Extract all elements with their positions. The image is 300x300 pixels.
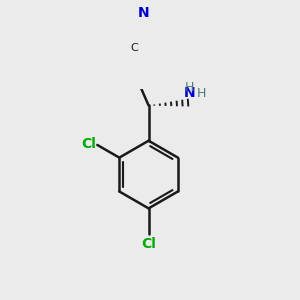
Text: H: H (185, 80, 194, 94)
Text: N: N (138, 6, 149, 20)
Text: Cl: Cl (141, 237, 156, 250)
Text: Cl: Cl (81, 136, 96, 151)
Text: N: N (184, 86, 195, 100)
Text: C: C (130, 44, 138, 53)
Text: H: H (196, 87, 206, 100)
